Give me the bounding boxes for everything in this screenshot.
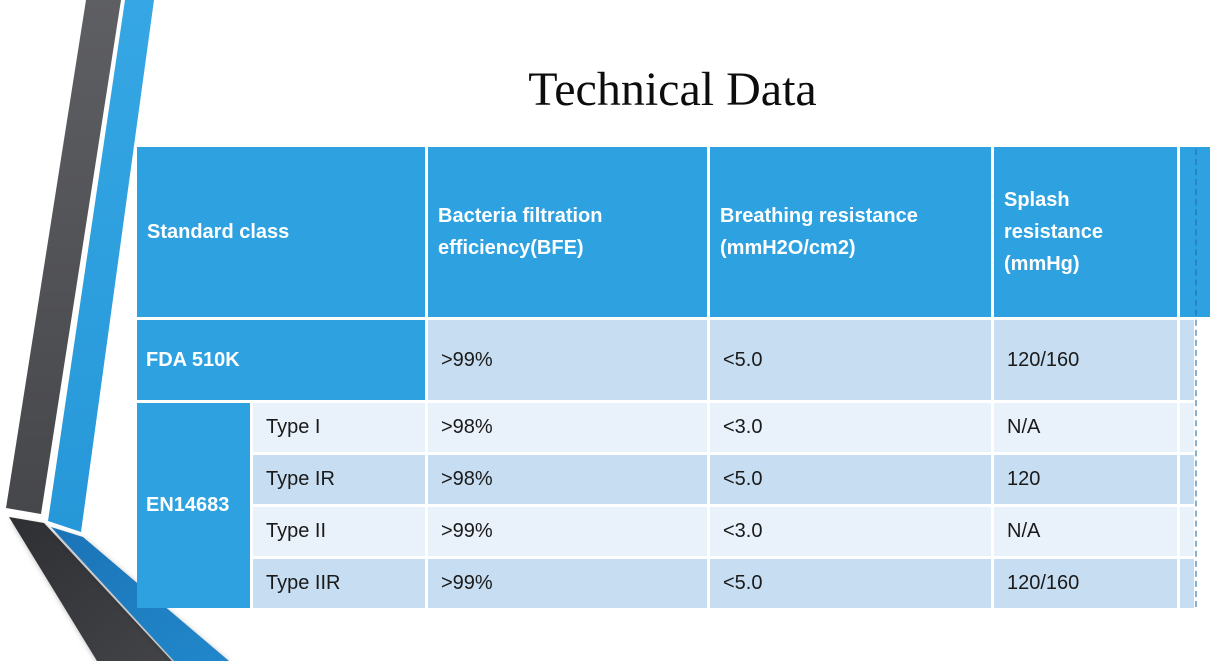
- fda-splash-cell: 120/160: [994, 320, 1177, 400]
- row-en14683-label-cell: EN14683: [137, 403, 250, 608]
- header-breathing: Breathing resistance (mmH2O/cm2): [710, 147, 991, 317]
- technical-data-table: Standard class Bacteria filtration effic…: [137, 147, 1210, 608]
- header-bfe-label: Bacteria filtration efficiency(BFE): [438, 205, 603, 259]
- gray-stripe-upper: [6, 0, 121, 514]
- slide-edge-dashed-line: [1195, 149, 1197, 607]
- splash-cell: 120/160: [994, 559, 1177, 608]
- header-splash: Splash resistance (mmHg): [994, 147, 1177, 317]
- en14683-label: EN14683: [146, 494, 230, 516]
- row-fda-label-cell: FDA 510K: [137, 320, 425, 400]
- splash-cell: 120: [994, 455, 1177, 504]
- bfe-cell: >98%: [428, 455, 707, 504]
- header-standard-class-label: Standard class: [147, 221, 290, 243]
- breathing-cell: <5.0: [710, 455, 991, 504]
- type-cell: Type II: [253, 507, 425, 556]
- bfe-cell: >99%: [428, 507, 707, 556]
- breathing-cell: <3.0: [710, 507, 991, 556]
- slide-title: Technical Data: [528, 63, 817, 116]
- header-standard-class: Standard class: [137, 147, 425, 317]
- header-bfe: Bacteria filtration efficiency(BFE): [428, 147, 707, 317]
- splash-cell: N/A: [994, 403, 1177, 452]
- splash-cell: N/A: [994, 507, 1177, 556]
- header-breathing-label: Breathing resistance (mmH2O/cm2): [720, 205, 918, 259]
- fda-bfe-cell: >99%: [428, 320, 707, 400]
- header-splash-label: Splash resistance (mmHg): [1004, 189, 1103, 275]
- fda-label: FDA 510K: [146, 348, 240, 371]
- bfe-cell: >99%: [428, 559, 707, 608]
- breathing-cell: <3.0: [710, 403, 991, 452]
- breathing-cell: <5.0: [710, 559, 991, 608]
- type-cell: Type IIR: [253, 559, 425, 608]
- type-cell: Type IR: [253, 455, 425, 504]
- type-cell: Type I: [253, 403, 425, 452]
- fda-breathing-cell: <5.0: [710, 320, 991, 400]
- bfe-cell: >98%: [428, 403, 707, 452]
